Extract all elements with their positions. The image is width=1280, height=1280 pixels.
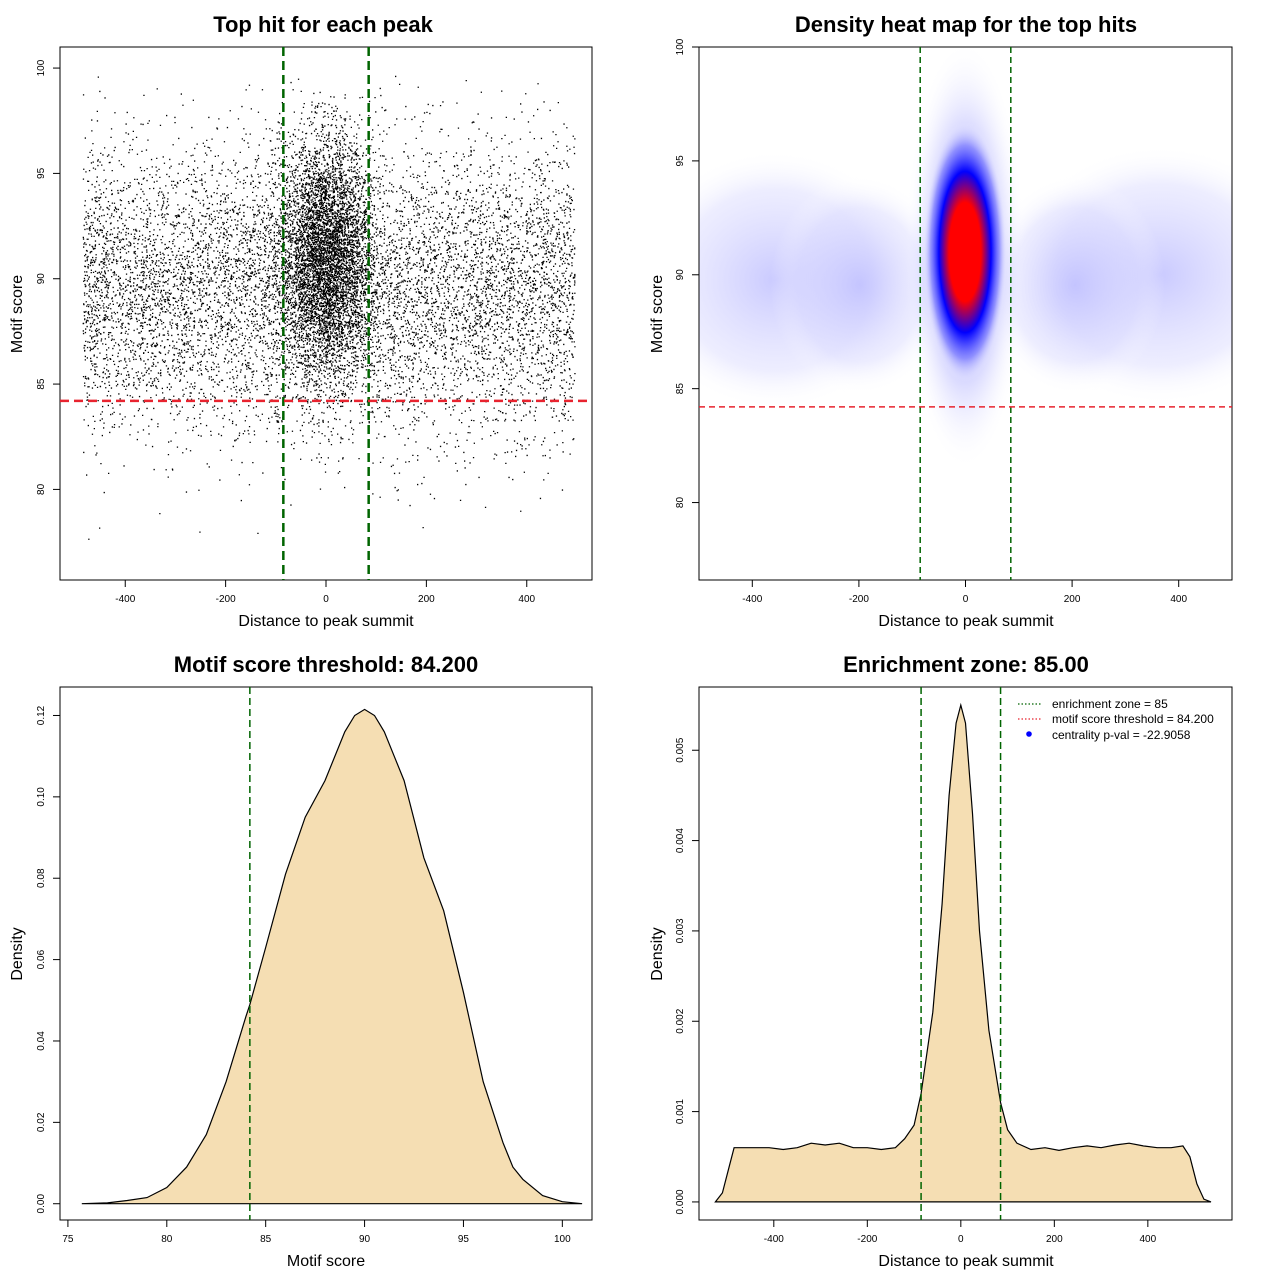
y-tick-label: 80 xyxy=(36,483,47,495)
heatmap-band-mid-left xyxy=(770,175,950,395)
y-tick-label: 0.003 xyxy=(675,918,686,943)
scatter-points xyxy=(82,75,576,540)
panel-score-density: Motif score threshold: 84.200 75 80 85 90 95… xyxy=(9,652,593,1270)
panel-scatter: Top hit for each peak -400 -200 0 200 400 80… xyxy=(9,12,593,630)
x-tick-label: -200 xyxy=(857,1234,877,1245)
x-tick-label: 400 xyxy=(1170,594,1187,605)
x-tick-label: 80 xyxy=(161,1234,173,1245)
x-tick-label: 0 xyxy=(958,1234,964,1245)
y-tick-label: 0.005 xyxy=(675,737,686,762)
y-tick-label: 0.12 xyxy=(36,705,47,725)
y-tick-label: 80 xyxy=(675,497,686,509)
legend-label-pval: centrality p-val = -22.9058 xyxy=(1052,728,1191,742)
x-axis-label: Distance to peak summit xyxy=(238,613,414,630)
y-tick-label: 0.002 xyxy=(675,1008,686,1033)
x-tick-label: -200 xyxy=(216,594,236,605)
x-tick-label: 90 xyxy=(359,1234,371,1245)
x-axis: -400 -200 0 200 400 xyxy=(742,579,1187,605)
x-axis-label: Distance to peak summit xyxy=(878,613,1054,630)
legend-label-enrichment-zone: enrichment zone = 85 xyxy=(1052,697,1168,711)
y-axis-label: Motif score xyxy=(649,275,666,353)
y-axis-label: Motif score xyxy=(9,275,26,353)
x-tick-label: 0 xyxy=(963,594,969,605)
y-tick-label: 0.000 xyxy=(675,1189,686,1214)
y-tick-label: 95 xyxy=(36,167,47,179)
x-axis-label: Distance to peak summit xyxy=(878,1253,1054,1270)
density-area xyxy=(81,708,583,1205)
chart-title: Top hit for each peak xyxy=(213,12,433,37)
x-tick-label: 100 xyxy=(554,1234,571,1245)
panel-heatmap: Density heat map for the top hits -400 -2… xyxy=(649,12,1233,630)
legend-label-threshold: motif score threshold = 84.200 xyxy=(1052,712,1214,726)
x-axis: 75 80 85 90 95 100 xyxy=(62,1219,571,1245)
y-tick-label: 0.004 xyxy=(675,828,686,853)
y-tick-label: 0.02 xyxy=(36,1112,47,1132)
x-axis-label: Motif score xyxy=(287,1253,365,1270)
heatmap-band-mid-right xyxy=(985,175,1165,395)
x-tick-label: -200 xyxy=(849,594,869,605)
x-tick-label: -400 xyxy=(115,594,135,605)
legend: enrichment zone = 85 motif score thresho… xyxy=(1018,697,1214,742)
y-tick-label: 0.06 xyxy=(36,949,47,969)
y-tick-label: 0.10 xyxy=(36,787,47,807)
x-tick-label: 85 xyxy=(260,1234,272,1245)
legend-swatch-pval xyxy=(1026,731,1032,737)
y-tick-label: 0.08 xyxy=(36,868,47,888)
y-axis-label: Density xyxy=(9,927,26,980)
chart-title: Enrichment zone: 85.00 xyxy=(843,652,1089,677)
y-axis: 0.00 0.02 0.04 0.06 0.08 0.10 0.12 xyxy=(36,705,61,1214)
y-tick-label: 0.04 xyxy=(36,1031,47,1051)
y-tick-label: 90 xyxy=(36,273,47,285)
x-tick-label: 200 xyxy=(418,594,435,605)
chart-title: Density heat map for the top hits xyxy=(795,12,1137,37)
x-tick-label: -400 xyxy=(764,1234,784,1245)
density-area xyxy=(714,702,1212,1203)
y-axis-label: Density xyxy=(649,927,666,980)
x-tick-label: 0 xyxy=(323,594,329,605)
y-tick-label: 0.001 xyxy=(675,1099,686,1124)
x-tick-label: 400 xyxy=(518,594,535,605)
x-tick-label: -400 xyxy=(742,594,762,605)
y-tick-label: 85 xyxy=(36,378,47,390)
x-axis: -400 -200 0 200 400 xyxy=(764,1219,1157,1245)
chart-title: Motif score threshold: 84.200 xyxy=(174,652,478,677)
reference-lines xyxy=(60,47,592,580)
x-tick-label: 75 xyxy=(62,1234,74,1245)
panel-distance-density: Enrichment zone: 85.00 -400 -200 0 200 400 0… xyxy=(649,652,1233,1270)
x-tick-label: 200 xyxy=(1064,594,1081,605)
heatmap-field xyxy=(699,47,1232,580)
y-tick-label: 95 xyxy=(675,155,686,167)
x-tick-label: 400 xyxy=(1139,1234,1156,1245)
heatmap-core xyxy=(923,122,1007,382)
reference-lines xyxy=(920,687,1002,1220)
x-tick-label: 200 xyxy=(1046,1234,1063,1245)
y-tick-label: 100 xyxy=(675,38,686,55)
y-axis: 0.000 0.001 0.002 0.003 0.004 0.005 xyxy=(675,737,700,1214)
x-tick-label: 95 xyxy=(458,1234,470,1245)
y-axis: 80 85 90 95 100 xyxy=(36,59,61,495)
y-axis: 80 85 90 95 100 xyxy=(675,38,700,509)
y-tick-label: 0.00 xyxy=(36,1194,47,1214)
y-tick-label: 90 xyxy=(675,269,686,281)
x-axis: -400 -200 0 200 400 xyxy=(115,579,536,605)
y-tick-label: 85 xyxy=(675,383,686,395)
reference-lines xyxy=(699,47,1232,580)
scatter-point xyxy=(82,75,576,540)
y-tick-label: 100 xyxy=(36,59,47,76)
